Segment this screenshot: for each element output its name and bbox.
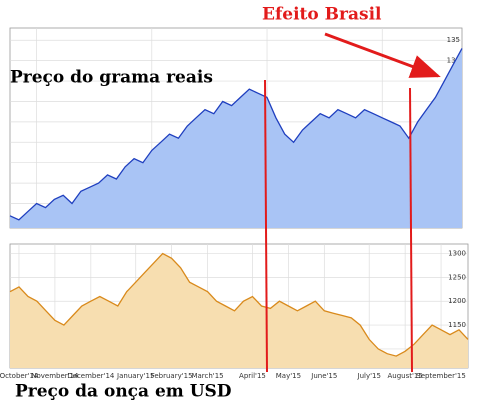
y-tick-label: 1150 bbox=[448, 321, 466, 329]
y-tick-label: 135 bbox=[447, 36, 460, 44]
x-tick-label: September'15 bbox=[416, 372, 466, 380]
x-tick-label: April'15 bbox=[239, 372, 266, 380]
y-tick-label: 130 bbox=[447, 57, 460, 65]
x-tick-label: November'14 bbox=[31, 372, 79, 380]
x-tick-label: May'15 bbox=[276, 372, 301, 380]
chart-title: Preço da onça em USD bbox=[15, 382, 232, 402]
line bbox=[9, 252, 469, 357]
x-tick-label: August'15 bbox=[387, 372, 422, 380]
y-tick-label: 1300 bbox=[448, 250, 466, 258]
y-tick-label: 1250 bbox=[448, 273, 466, 281]
x-tick-label: February'15 bbox=[151, 372, 193, 380]
line bbox=[9, 48, 463, 221]
x-tick-label: July'15 bbox=[357, 372, 381, 380]
y-tick-label: 1200 bbox=[448, 297, 466, 305]
x-tick-label: June'15 bbox=[310, 372, 337, 380]
area bbox=[10, 48, 462, 229]
x-tick-label: October'14 bbox=[0, 372, 39, 380]
marker-line bbox=[264, 79, 268, 373]
marker-line bbox=[409, 87, 413, 373]
x-tick-label: December'14 bbox=[67, 372, 115, 380]
x-tick-label: March'15 bbox=[191, 372, 223, 380]
chart-title: Preço do grama reais bbox=[10, 68, 213, 88]
annotation: Efeito Brasil bbox=[262, 5, 382, 25]
area bbox=[10, 253, 468, 368]
arrow bbox=[324, 32, 441, 78]
x-tick-label: January'15 bbox=[116, 372, 154, 380]
